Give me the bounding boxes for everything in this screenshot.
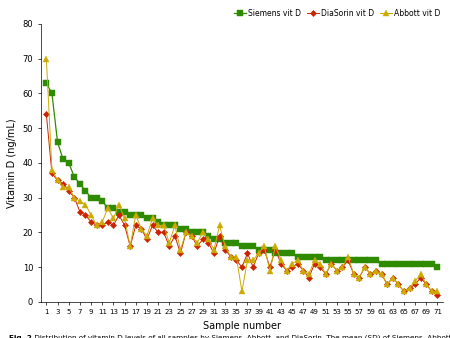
- Siemens vit D: [189, 231, 194, 235]
- DiaSorin vit D: [55, 178, 60, 182]
- DiaSorin vit D: [44, 112, 49, 116]
- Siemens vit D: [234, 241, 239, 245]
- Siemens vit D: [412, 262, 418, 266]
- Abbott vit D: [418, 272, 423, 276]
- Abbott vit D: [345, 255, 351, 259]
- Siemens vit D: [278, 251, 284, 255]
- Abbott vit D: [55, 178, 60, 182]
- Line: Abbott vit D: Abbott vit D: [44, 56, 440, 294]
- Abbott vit D: [44, 57, 49, 61]
- Legend: Siemens vit D, DiaSorin vit D, Abbott vit D: Siemens vit D, DiaSorin vit D, Abbott vi…: [231, 5, 443, 21]
- DiaSorin vit D: [435, 293, 440, 297]
- Line: Siemens vit D: Siemens vit D: [44, 80, 440, 270]
- DiaSorin vit D: [155, 231, 161, 235]
- DiaSorin vit D: [412, 283, 418, 287]
- X-axis label: Sample number: Sample number: [203, 321, 281, 331]
- Line: DiaSorin vit D: DiaSorin vit D: [44, 112, 440, 297]
- DiaSorin vit D: [189, 234, 194, 238]
- DiaSorin vit D: [234, 258, 239, 262]
- Siemens vit D: [55, 140, 60, 144]
- Abbott vit D: [284, 269, 289, 273]
- Siemens vit D: [435, 265, 440, 269]
- Siemens vit D: [44, 81, 49, 85]
- Abbott vit D: [155, 223, 161, 227]
- Text: Fig. 2.: Fig. 2.: [9, 335, 35, 338]
- Abbott vit D: [239, 289, 245, 293]
- Text: Distribution of vitamin D levels of all samples by Siemens, Abbott, and DiaSorin: Distribution of vitamin D levels of all …: [32, 335, 450, 338]
- DiaSorin vit D: [278, 262, 284, 266]
- Y-axis label: Vitamin D (ng/mL): Vitamin D (ng/mL): [7, 118, 17, 208]
- Abbott vit D: [435, 289, 440, 293]
- Siemens vit D: [155, 220, 161, 224]
- Abbott vit D: [234, 255, 239, 259]
